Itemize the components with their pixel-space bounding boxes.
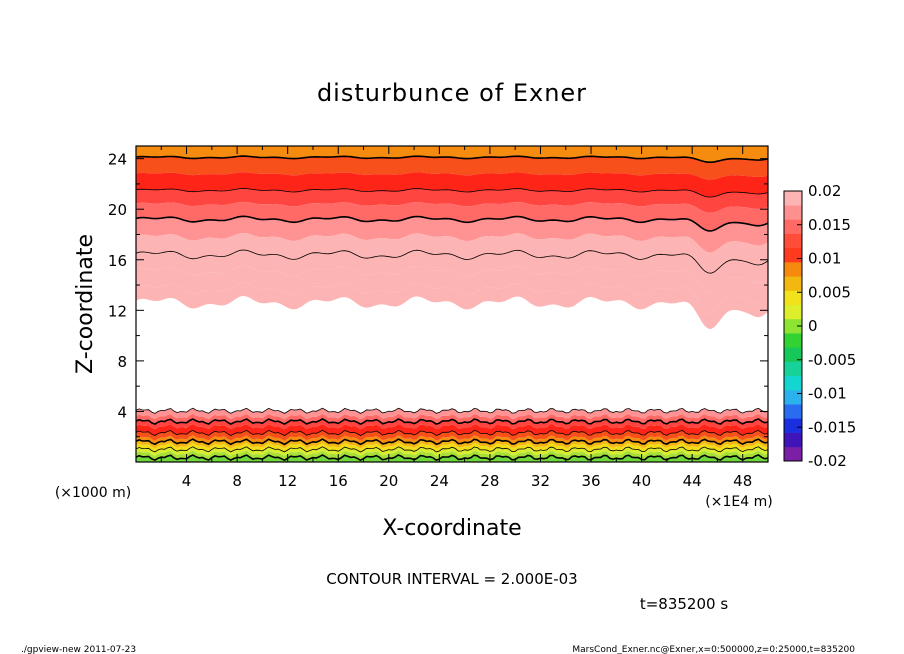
colorbar-label: 0.015: [808, 216, 851, 234]
colorbar-segment: [784, 290, 802, 305]
contour-line: [135, 407, 769, 414]
contour-interval-text: CONTOUR INTERVAL = 2.000E-03: [326, 570, 577, 588]
contour-line: [135, 155, 769, 163]
contour-band-lower: [136, 430, 768, 441]
colorbar-segment: [784, 304, 802, 320]
contour-line: [135, 429, 769, 436]
contour-band-lower: [136, 408, 768, 420]
y-tick-label: 12: [108, 302, 127, 320]
x-tick-label: 28: [480, 472, 499, 490]
x-tick-label: 44: [683, 472, 702, 490]
contour-band-upper: [136, 250, 768, 293]
footer-left: ./gpview-new 2011-07-23: [21, 645, 136, 654]
plot-area: [135, 145, 769, 463]
colorbar-segment: [784, 219, 802, 234]
contour-band-upper: [136, 156, 768, 180]
colorbar-segment: [784, 318, 802, 334]
y-axis-label: Z-coordinate: [73, 234, 98, 374]
y-tick-label: 20: [108, 201, 127, 219]
colorbar-segment: [784, 276, 802, 291]
x-tick-label: 48: [733, 472, 752, 490]
x-axis-ticks: 4 8 12 16 20 24 28 32 36 40 44 48: [160, 146, 752, 490]
x-tick-label: 16: [329, 472, 348, 490]
x-tick-label: 36: [581, 472, 600, 490]
colorbar-segment: [784, 333, 802, 348]
x-axis-unit: (×1E4 m): [705, 494, 772, 510]
y-axis-unit: (×1000 m): [55, 485, 131, 501]
x-tick-label: 8: [232, 472, 242, 490]
x-axis-label: X-coordinate: [382, 516, 521, 541]
colorbar-label: 0.005: [808, 283, 851, 301]
footer-right: MarsCond_Exner.nc@Exner,x=0:500000,z=0:2…: [572, 645, 855, 654]
contour-line: [135, 188, 769, 198]
colorbar-segment: [784, 446, 802, 462]
contour-band-lower: [136, 446, 768, 456]
contour-line: [135, 215, 769, 232]
colorbar-label: 0.01: [808, 250, 841, 268]
colorbar-label: 0: [808, 317, 818, 335]
contour-band-upper: [136, 188, 768, 213]
contour-band-lower: [136, 424, 768, 436]
colorbar-segment: [784, 262, 802, 277]
x-tick-label: 20: [379, 472, 398, 490]
contour-band-upper: [136, 201, 768, 231]
time-text: t=835200 s: [640, 595, 728, 613]
contour-band-upper: [136, 216, 768, 253]
colorbar-segment: [784, 361, 802, 377]
contour-lines: [135, 155, 769, 462]
x-tick-label: 12: [278, 472, 297, 490]
contour-line: [135, 454, 769, 462]
y-tick-label: 16: [108, 252, 127, 270]
colorbar-segment: [784, 347, 802, 362]
x-tick-label: 40: [632, 472, 651, 490]
colorbar-segment: [784, 404, 802, 419]
colorbar-segment: [784, 389, 802, 405]
colorbar-segment: [784, 247, 802, 263]
x-tick-label: 24: [430, 472, 449, 490]
contour-line: [135, 446, 769, 453]
contour-band-upper: [136, 172, 768, 197]
colorbar-label: 0.02: [808, 182, 841, 200]
y-tick-label: 8: [117, 353, 127, 371]
colorbar-label: -0.005: [808, 351, 856, 369]
colorbar-segment: [784, 205, 802, 220]
colorbar-segment: [784, 191, 802, 206]
contour-band-upper: [136, 282, 768, 329]
x-tick-label: 32: [531, 472, 550, 490]
chart-title: disturbunce of Exner: [317, 79, 587, 107]
contour-line: [135, 438, 769, 446]
contour-line: [135, 417, 769, 426]
y-axis-ticks: 4 8 12 16 20 24: [108, 151, 768, 438]
colorbar-label: -0.01: [808, 385, 847, 403]
colorbar-label: -0.015: [808, 418, 856, 436]
contour-band-lower: [136, 455, 768, 462]
colorbar-segment: [784, 233, 802, 249]
x-tick-label: 4: [182, 472, 192, 490]
plot-frame: [135, 145, 769, 463]
contour-line: [135, 249, 769, 274]
y-tick-label: 24: [108, 151, 127, 169]
colorbar-segment: [784, 418, 802, 433]
colorbar: 0.02 0.015 0.01 0.005 0 -0.005 -0.01 -0.015 -0.0…: [783, 182, 856, 470]
colorbar-segment: [784, 432, 802, 448]
contour-band-upper: [136, 233, 768, 274]
contour-band-upper: [136, 265, 768, 314]
colorbar-segment: [784, 375, 802, 391]
y-tick-label: 4: [117, 403, 127, 421]
colorbar-label: -0.02: [808, 452, 847, 470]
